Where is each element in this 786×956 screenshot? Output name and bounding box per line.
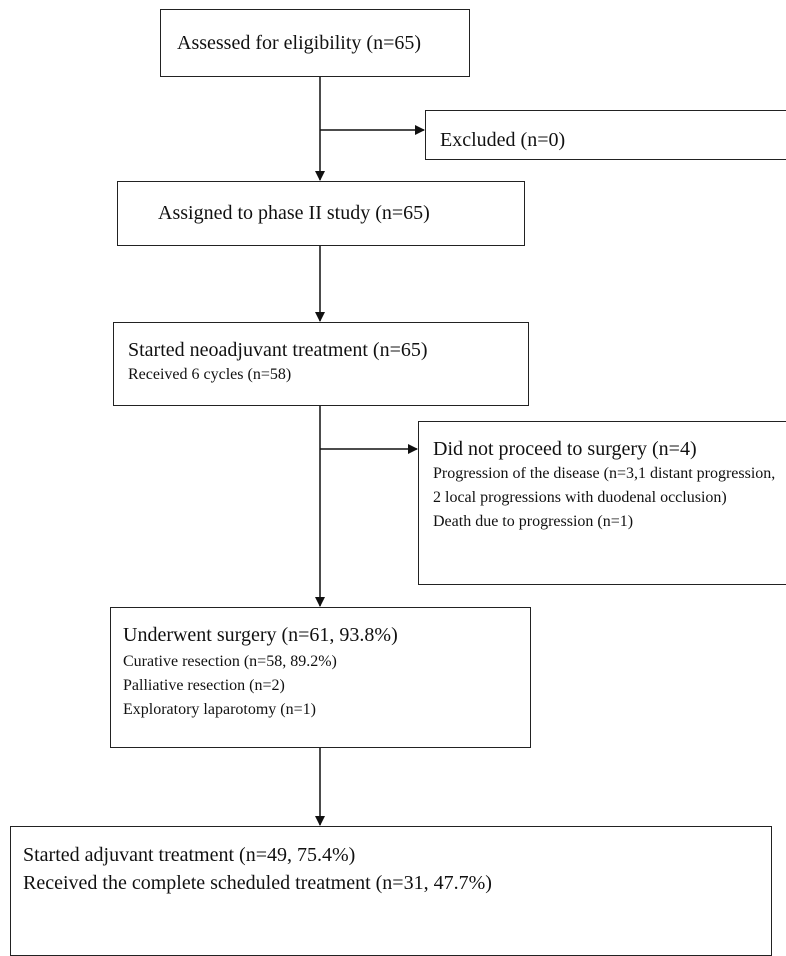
box-title: Started neoadjuvant treatment (n=65) xyxy=(128,339,428,361)
flow-box: Started adjuvant treatment (n=49, 75.4%)… xyxy=(10,826,772,956)
flow-box: Underwent surgery (n=61, 93.8%) Curative … xyxy=(110,607,531,748)
flow-box: Assigned to phase II study (n=65) xyxy=(117,181,525,246)
flow-box: Assessed for eligibility (n=65) xyxy=(160,9,470,77)
box-detail: Palliative resection (n=2) xyxy=(123,677,285,694)
box-title: Did not proceed to surgery (n=4) xyxy=(433,438,697,460)
box-detail: Exploratory laparotomy (n=1) xyxy=(123,701,316,718)
box-detail: Received 6 cycles (n=58) xyxy=(128,366,292,383)
flow-box: Started neoadjuvant treatment (n=65) Rece… xyxy=(113,322,529,406)
flow-box: Did not proceed to surgery (n=4) Progress… xyxy=(418,421,786,585)
box-title: Assessed for eligibility (n=65) xyxy=(177,32,422,54)
box-detail: Curative resection (n=58, 89.2%) xyxy=(123,653,337,670)
box-detail: Progression of the disease (n=3,1 distan… xyxy=(433,465,776,506)
flow-box: Excluded (n=0) xyxy=(425,110,786,160)
box-title: Underwent surgery (n=61, 93.8%) xyxy=(123,624,398,646)
box-detail: Received the complete scheduled treatmen… xyxy=(23,872,492,894)
box-detail: Death due to progression (n=1) xyxy=(433,513,634,530)
box-title: Assigned to phase II study (n=65) xyxy=(158,202,430,224)
box-title: Started adjuvant treatment (n=49, 75.4%) xyxy=(23,844,356,866)
box-title: Excluded (n=0) xyxy=(440,129,566,151)
